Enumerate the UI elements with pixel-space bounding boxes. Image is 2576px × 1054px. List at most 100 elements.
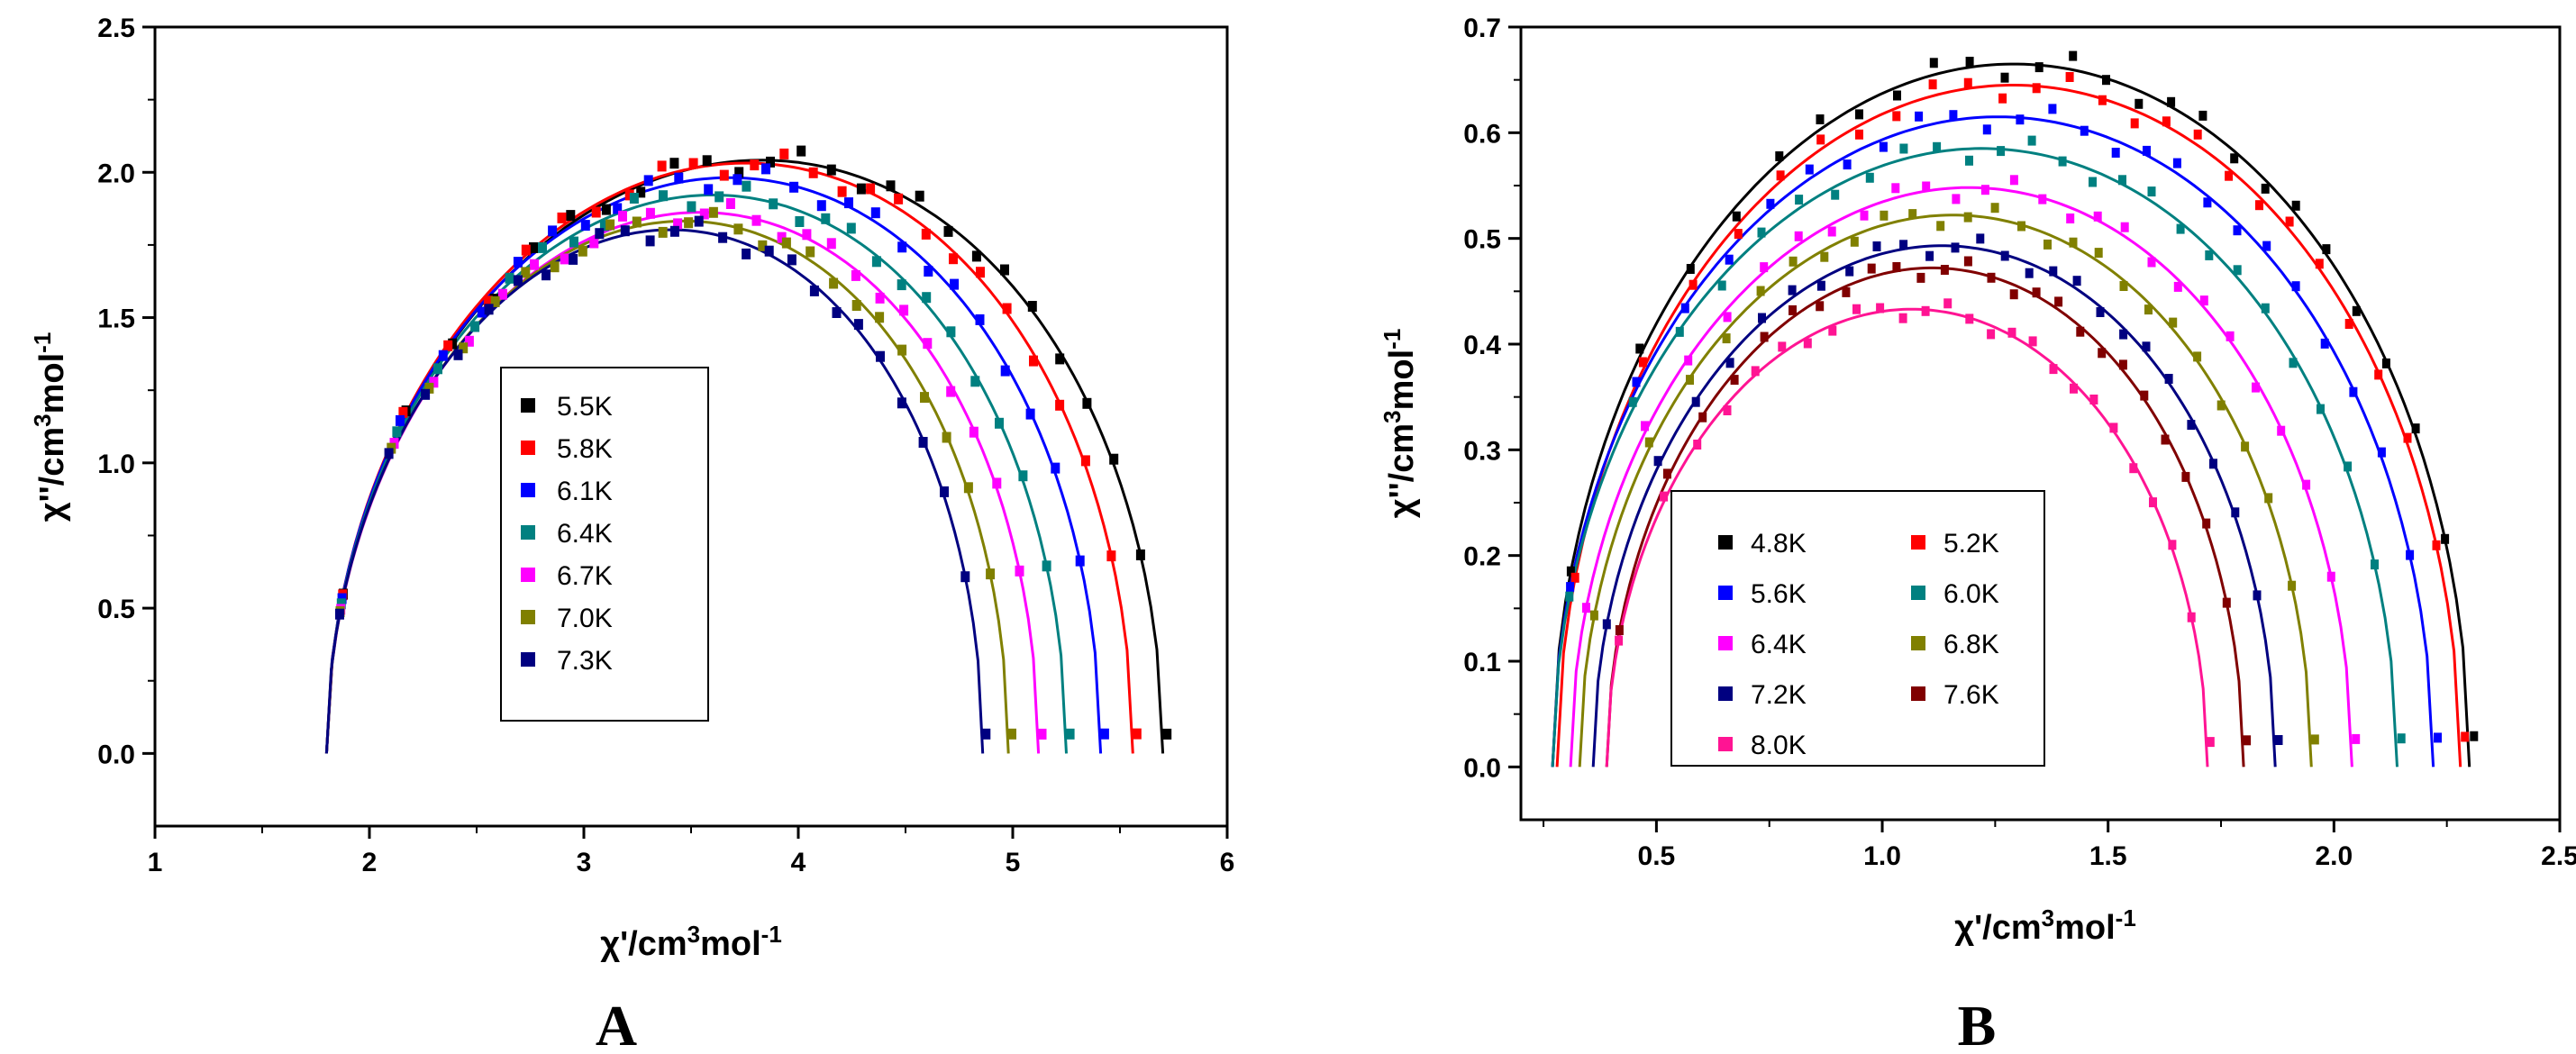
- data-point-6.0K: [1675, 326, 1684, 337]
- data-points: [1565, 50, 2479, 748]
- data-point-7.3K: [940, 486, 949, 497]
- legend: 5.5K 5.8K 6.1K 6.4K 6.7K 7.0K 7.3K: [500, 367, 709, 722]
- data-point-6.1K: [789, 181, 799, 193]
- data-point-7.6K: [2202, 518, 2211, 529]
- data-point-7.0K: [708, 206, 718, 218]
- data-point-6.8K: [1589, 610, 1598, 621]
- data-point-4.8K: [2069, 50, 2078, 61]
- data-point-6.0K: [1997, 146, 2006, 157]
- data-point-6.8K: [2193, 351, 2202, 362]
- data-point-5.6K: [2349, 386, 2358, 397]
- data-point-7.3K: [981, 728, 991, 740]
- data-point-7.0K: [875, 312, 885, 323]
- data-point-7.3K: [694, 215, 704, 227]
- data-point-6.1K: [816, 200, 826, 212]
- data-point-6.4K: [1827, 226, 1836, 237]
- data-point-6.8K: [2144, 304, 2153, 315]
- data-point-7.0K: [733, 223, 743, 235]
- data-point-5.8K: [779, 148, 789, 159]
- data-point-5.2K: [2193, 129, 2202, 140]
- x-tick-label: 3: [577, 848, 592, 877]
- y-axis-title: χ''/cm3mol-1: [29, 332, 71, 522]
- data-point-4.8K: [2441, 533, 2450, 544]
- legend-label: 6.1K: [557, 477, 613, 506]
- legend-marker: [1911, 686, 1925, 701]
- data-point-6.1K: [844, 197, 853, 209]
- data-point-7.3K: [595, 228, 605, 240]
- data-point-7.3K: [742, 248, 751, 259]
- legend-marker: [1718, 636, 1733, 650]
- fit-curve-7.6K: [1605, 266, 2245, 768]
- fit-curve-5.8K: [324, 161, 1134, 754]
- legend-marker: [1911, 586, 1925, 600]
- legend-marker: [1718, 686, 1733, 701]
- data-point-5.5K: [1055, 353, 1065, 365]
- data-point-6.1K: [1000, 365, 1010, 377]
- y-tick-label: 0.0: [1463, 753, 1501, 783]
- data-point-6.1K: [897, 241, 907, 253]
- data-point-6.1K: [733, 174, 742, 186]
- data-point-7.2K: [1758, 313, 1766, 323]
- data-point-4.8K: [1732, 211, 1741, 222]
- data-point-6.4K: [1922, 181, 1931, 192]
- data-point-6.4K: [2226, 331, 2235, 341]
- data-point-6.4K: [659, 190, 668, 202]
- data-point-5.2K: [1689, 279, 1698, 290]
- data-point-6.4K: [1760, 262, 1769, 273]
- data-point-7.2K: [2000, 250, 2009, 261]
- y-tick-label: 0.7: [1463, 14, 1501, 43]
- data-point-8.0K: [2109, 423, 2118, 433]
- data-point-4.8K: [1855, 109, 1863, 120]
- data-point-5.5K: [915, 190, 924, 202]
- data-point-7.0K: [490, 295, 500, 307]
- data-point-6.1K: [396, 414, 405, 426]
- data-point-8.0K: [2070, 383, 2078, 394]
- data-point-6.0K: [2233, 265, 2242, 276]
- data-point-5.5K: [529, 242, 538, 253]
- data-point-6.0K: [2317, 404, 2325, 414]
- data-point-5.6K: [2048, 104, 2057, 114]
- data-point-5.5K: [971, 250, 981, 262]
- data-point-6.4K: [1723, 312, 1732, 323]
- legend-label: 5.6K: [1751, 579, 1807, 609]
- fit-curve-5.6K: [1551, 115, 2435, 768]
- data-point-7.3K: [764, 245, 774, 257]
- data-point-7.3K: [809, 285, 819, 296]
- data-point-5.6K: [1949, 110, 1958, 121]
- data-point-7.6K: [2222, 597, 2231, 608]
- data-point-5.8K: [1055, 399, 1065, 411]
- data-point-5.8K: [837, 186, 847, 197]
- data-point-6.7K: [923, 338, 933, 350]
- data-point-5.6K: [1680, 303, 1689, 313]
- fit-curve-7.2K: [1591, 244, 2277, 768]
- fit-curve-6.4K: [1569, 186, 2353, 768]
- data-point-6.0K: [2261, 303, 2270, 313]
- y-tick-label: 0.4: [1463, 331, 1501, 360]
- legend-marker: [521, 610, 535, 624]
- data-point-6.4K: [538, 241, 547, 253]
- data-point-5.6K: [2434, 732, 2442, 743]
- legend-marker: [1718, 737, 1733, 751]
- data-point-6.0K: [2176, 223, 2185, 234]
- y-tick-label: 2.5: [97, 14, 135, 43]
- data-point-5.5K: [826, 164, 836, 176]
- data-point-7.3K: [569, 253, 578, 265]
- data-point-7.3K: [669, 225, 679, 237]
- data-point-6.4K: [2147, 257, 2156, 268]
- data-point-5.6K: [2016, 114, 2025, 125]
- data-points: [335, 145, 1172, 740]
- data-point-6.0K: [2289, 358, 2298, 368]
- data-point-5.2K: [2130, 118, 2139, 129]
- tick-labels: 0.5 1.0 1.5 2.0 2.5 0.0 0.1 0.2 0.3 0.4 0.5 0.6 0.7: [1463, 14, 2576, 871]
- data-point-6.4K: [970, 376, 980, 387]
- data-point-6.1K: [704, 184, 714, 195]
- legend-box: [500, 367, 709, 722]
- data-point-7.0K: [1007, 728, 1016, 740]
- legend-marker: [1911, 636, 1925, 650]
- fit-curve-6.0K: [1551, 147, 2399, 768]
- data-point-6.1K: [975, 313, 985, 325]
- data-point-6.7K: [751, 214, 761, 226]
- data-point-6.7K: [589, 237, 599, 249]
- data-point-7.6K: [2076, 326, 2085, 337]
